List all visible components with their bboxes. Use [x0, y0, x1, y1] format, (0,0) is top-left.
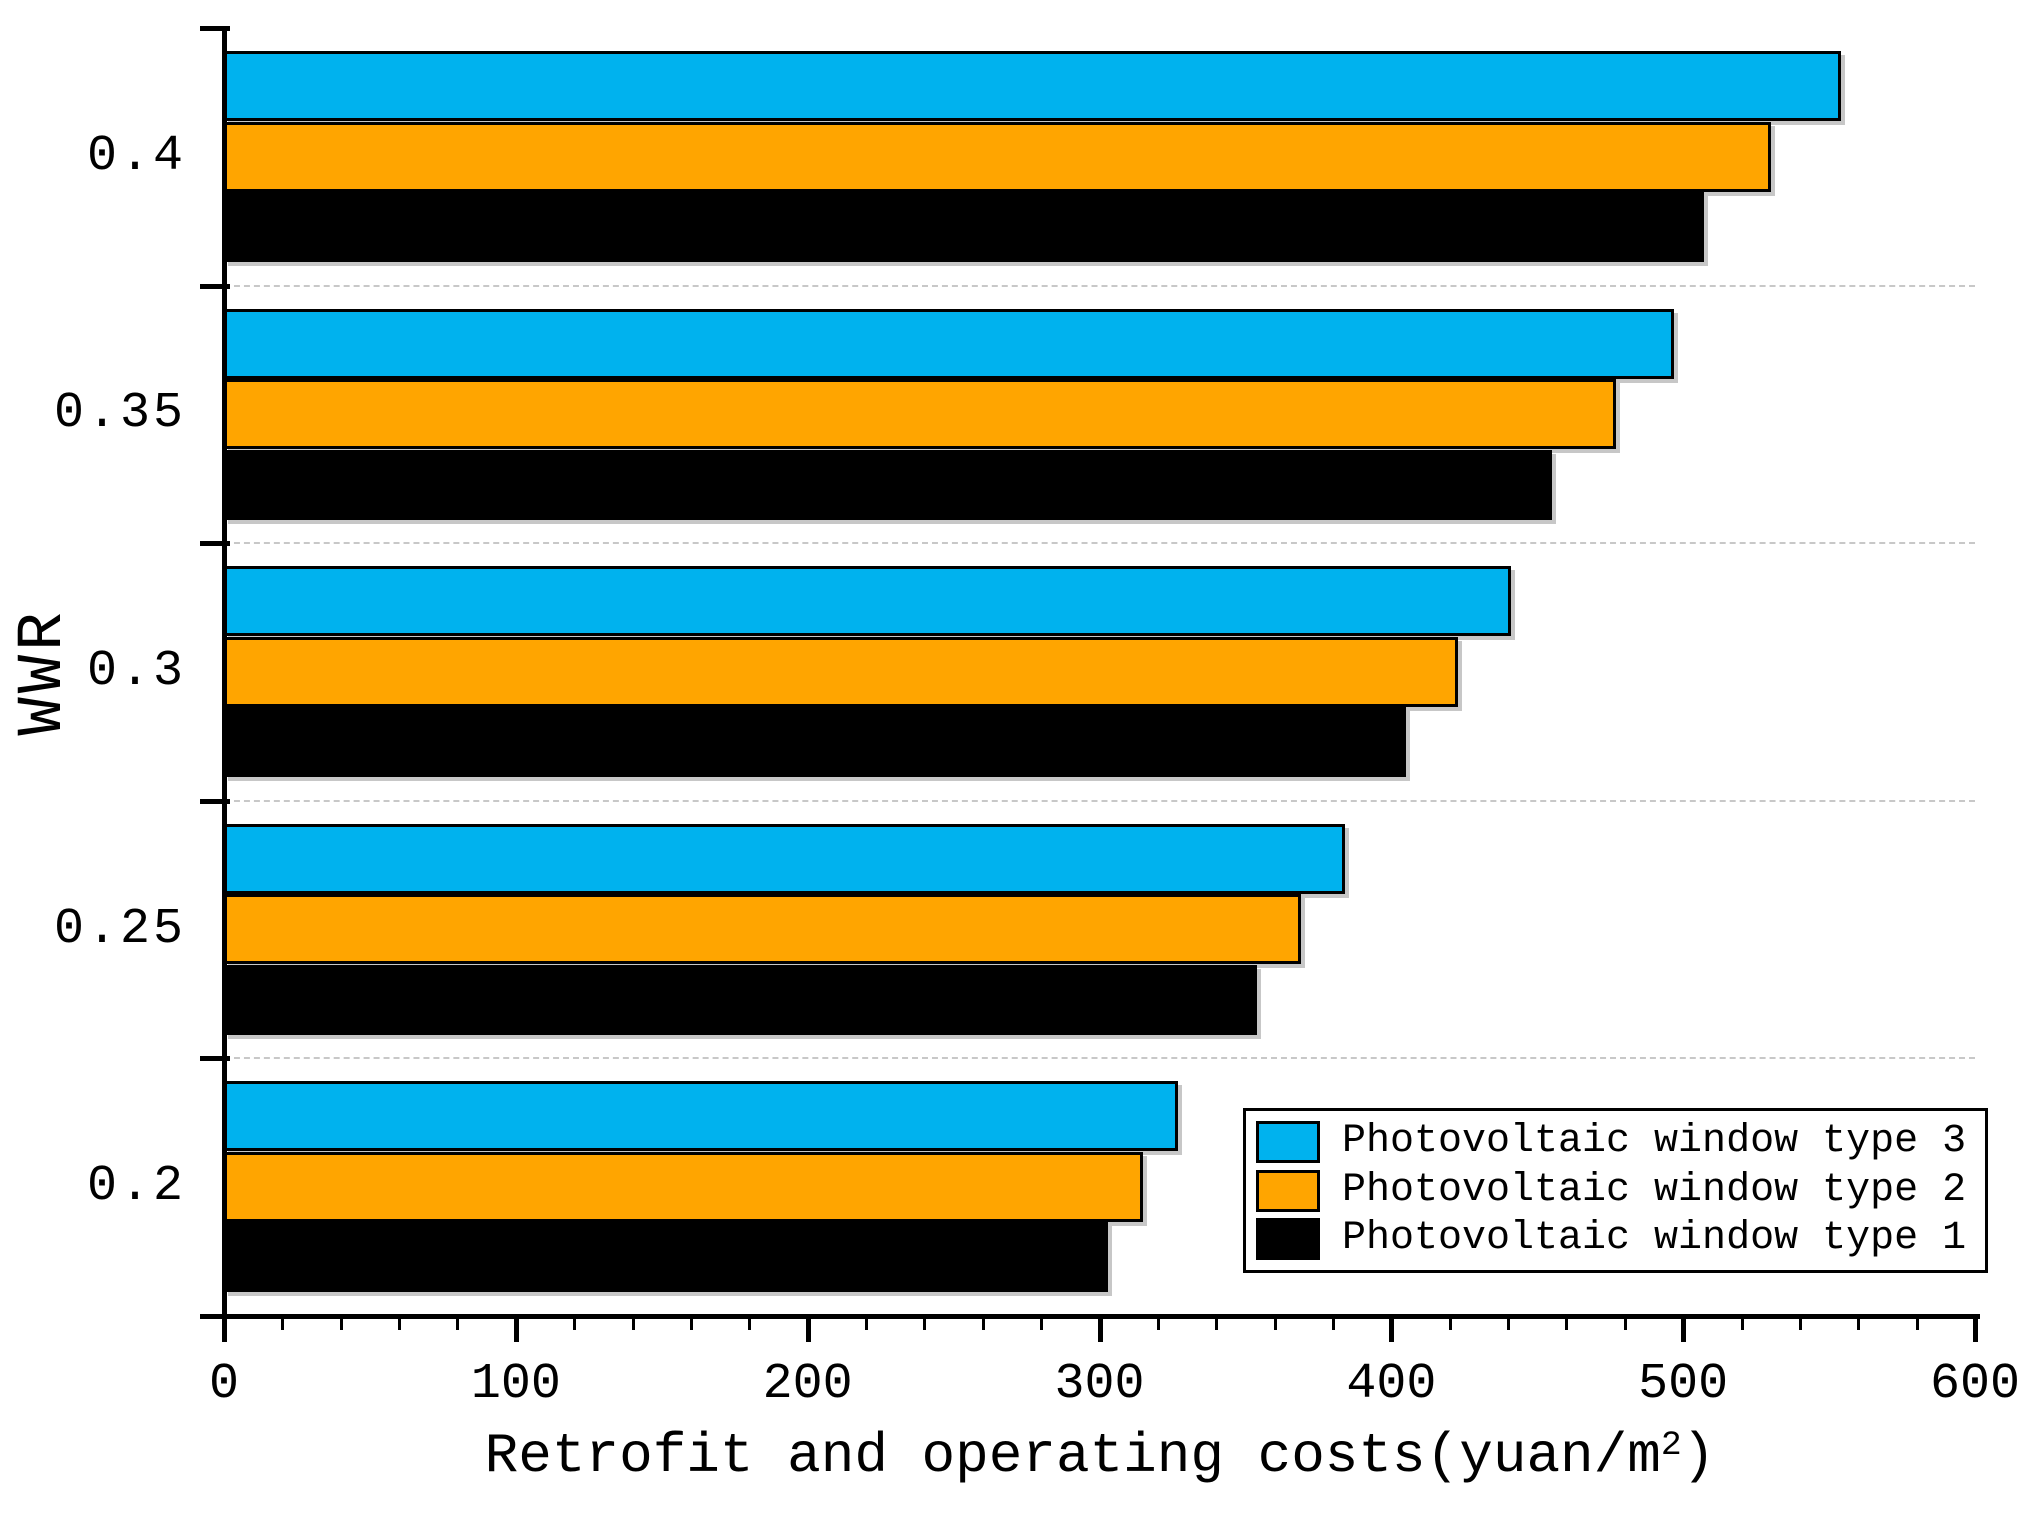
x-minor-tick [689, 1316, 693, 1330]
x-major-tick [805, 1316, 811, 1342]
x-tick-label: 600 [1929, 1356, 2021, 1413]
y-tick-label: 0.35 [53, 385, 186, 443]
x-minor-tick [748, 1316, 752, 1330]
legend-swatch [1256, 1217, 1320, 1260]
y-tick [200, 541, 230, 547]
x-minor-tick [456, 1316, 460, 1330]
grid-line [224, 284, 1975, 287]
x-tick-label: 0 [208, 1356, 240, 1413]
x-axis-title-superscript: 2 [1660, 1425, 1682, 1465]
x-major-tick [513, 1316, 519, 1342]
bar [224, 707, 1406, 778]
x-minor-tick [1915, 1316, 1919, 1330]
x-minor-tick [1857, 1316, 1861, 1330]
x-minor-tick [865, 1316, 869, 1330]
x-minor-tick [1798, 1316, 1802, 1330]
bar [224, 379, 1616, 450]
x-minor-tick [1273, 1316, 1277, 1330]
bar [224, 1151, 1143, 1222]
x-minor-tick [398, 1316, 402, 1330]
legend-label: Photovoltaic window type 3 [1342, 1119, 1967, 1165]
y-tick [200, 1056, 230, 1062]
x-tick-label: 400 [1346, 1356, 1437, 1413]
bar [224, 51, 1841, 122]
x-minor-tick [1507, 1316, 1511, 1330]
legend-row: Photovoltaic window type 3 [1256, 1119, 1975, 1165]
bar [224, 1081, 1178, 1152]
x-axis-title-main: Retrofit and operating costs(yuan/m [484, 1424, 1661, 1488]
y-tick [200, 798, 230, 804]
x-tick-label: 500 [1638, 1356, 1729, 1413]
y-axis-title: WWR [8, 608, 80, 736]
y-tick-label: 0.4 [86, 127, 186, 185]
x-minor-tick [1448, 1316, 1452, 1330]
y-tick-label: 0.2 [86, 1158, 186, 1216]
legend-swatch [1256, 1121, 1320, 1164]
x-minor-tick [1740, 1316, 1744, 1330]
bar [224, 192, 1704, 263]
x-axis-title-suffix: ) [1681, 1424, 1716, 1488]
x-minor-tick [1331, 1316, 1335, 1330]
bar [224, 449, 1552, 520]
x-tick-label: 100 [470, 1356, 561, 1413]
x-minor-tick [631, 1316, 635, 1330]
legend: Photovoltaic window type 3 Photovoltaic w… [1243, 1108, 1988, 1273]
grid-line [224, 1057, 1975, 1060]
x-minor-tick [1040, 1316, 1044, 1330]
x-tick-label: 300 [1054, 1356, 1145, 1413]
y-tick [200, 26, 230, 31]
bar [224, 636, 1458, 707]
x-minor-tick [573, 1316, 577, 1330]
x-minor-tick [339, 1316, 343, 1330]
x-minor-tick [923, 1316, 927, 1330]
bar [224, 823, 1345, 894]
bar [224, 964, 1257, 1035]
x-minor-tick [1156, 1316, 1160, 1330]
x-minor-tick [1565, 1316, 1569, 1330]
y-tick [200, 1314, 230, 1319]
bar [224, 308, 1674, 379]
x-major-tick [1681, 1316, 1687, 1342]
bar [224, 1222, 1108, 1293]
y-tick [200, 283, 230, 289]
bar [224, 566, 1511, 637]
x-axis-title: Retrofit and operating costs(yuan/m2) [485, 1428, 1716, 1484]
y-tick-label: 0.25 [53, 900, 186, 958]
x-minor-tick [1623, 1316, 1627, 1330]
legend-label: Photovoltaic window type 1 [1342, 1215, 1967, 1261]
legend-row: Photovoltaic window type 1 [1256, 1215, 1975, 1261]
x-tick-label: 200 [762, 1356, 853, 1413]
legend-label: Photovoltaic window type 2 [1342, 1167, 1967, 1213]
legend-row: Photovoltaic window type 2 [1256, 1167, 1975, 1213]
x-major-tick [1389, 1316, 1395, 1342]
y-tick-label: 0.3 [86, 643, 186, 700]
x-minor-tick [281, 1316, 285, 1330]
x-minor-tick [981, 1316, 985, 1330]
grid-line [224, 542, 1975, 545]
x-major-tick [1973, 1316, 1978, 1342]
grid-line [224, 799, 1975, 802]
bar [224, 894, 1301, 965]
x-major-tick [222, 1316, 227, 1342]
legend-swatch [1256, 1169, 1320, 1212]
x-minor-tick [1215, 1316, 1219, 1330]
x-major-tick [1097, 1316, 1103, 1342]
bar [224, 121, 1771, 192]
